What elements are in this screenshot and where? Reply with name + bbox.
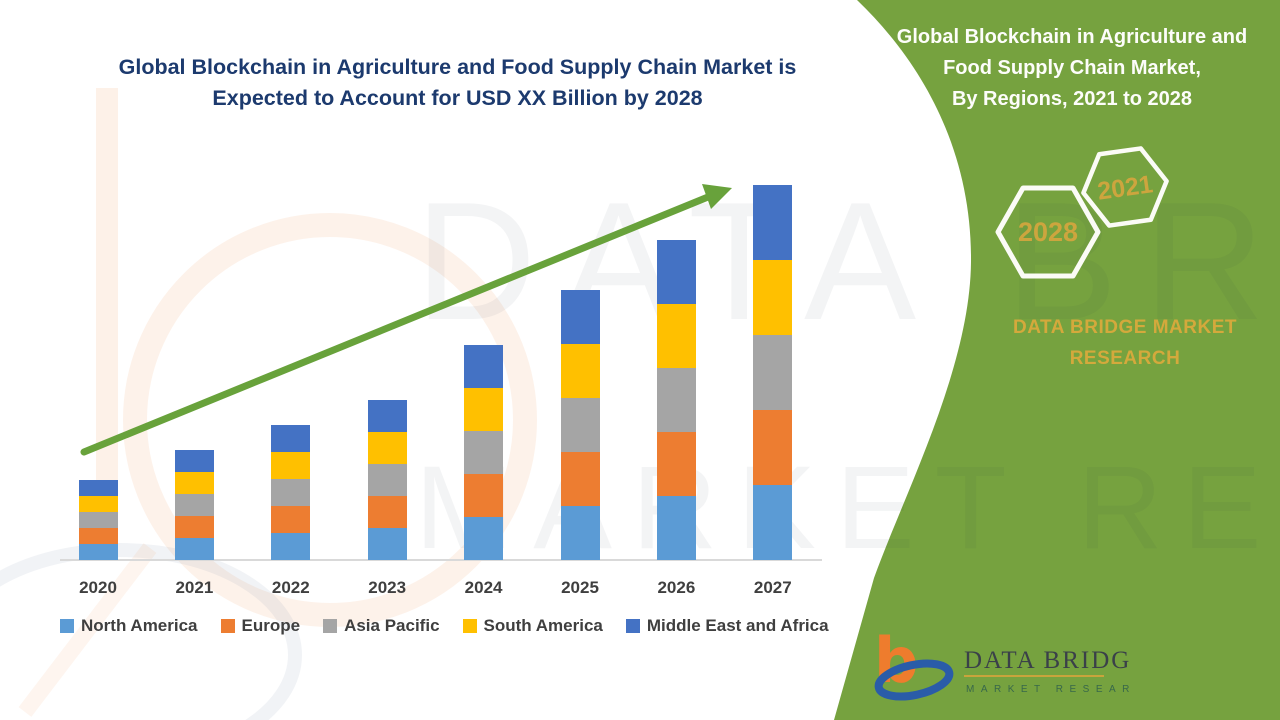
segment-middle-east-and-africa-2027 bbox=[753, 185, 793, 260]
bar-2024 bbox=[464, 345, 504, 560]
bar-2027 bbox=[753, 185, 793, 560]
x-axis-label-2024: 2024 bbox=[464, 578, 503, 597]
chart-headline: Global Blockchain in Agriculture and Foo… bbox=[35, 52, 880, 114]
segment-europe-2025 bbox=[560, 452, 600, 506]
x-axis-label-2025: 2025 bbox=[561, 578, 599, 597]
segment-asia-pacific-2020 bbox=[78, 512, 118, 528]
segment-middle-east-and-africa-2026 bbox=[656, 240, 696, 304]
segment-asia-pacific-2023 bbox=[367, 464, 407, 496]
logo-subtext: MARKET RESEARCH bbox=[966, 684, 1132, 695]
segment-south-america-2022 bbox=[271, 452, 311, 479]
legend-swatch-icon bbox=[462, 619, 477, 633]
hexagon-2021-label: 2021 bbox=[1096, 170, 1155, 205]
legend-label: Europe bbox=[241, 616, 301, 635]
logo-swoosh-icon bbox=[874, 659, 954, 701]
footer-logo: b DATA BRIDGE MARKET RESEARCH bbox=[872, 618, 1157, 708]
segment-asia-pacific-2024 bbox=[464, 431, 504, 474]
legend-label: Middle East and Africa bbox=[646, 616, 829, 635]
bar-2023 bbox=[367, 400, 407, 560]
hexagon-2021-outline bbox=[1081, 146, 1169, 228]
segment-south-america-2027 bbox=[753, 260, 793, 335]
x-axis-label-2020: 2020 bbox=[79, 578, 117, 597]
segment-europe-2024 bbox=[464, 474, 504, 517]
segment-europe-2026 bbox=[656, 432, 696, 496]
segment-middle-east-and-africa-2025 bbox=[560, 290, 600, 344]
x-axis-label-2023: 2023 bbox=[368, 578, 407, 597]
panel-title-line3: By Regions, 2021 to 2028 bbox=[951, 88, 1193, 110]
panel-brand-text: DATA BRIDGE MARKET RESEARCH bbox=[965, 312, 1280, 374]
segment-south-america-2023 bbox=[367, 432, 407, 464]
legend-label: North America bbox=[81, 616, 198, 635]
panel-title: Global Blockchain in Agriculture and Foo… bbox=[872, 22, 1272, 115]
hexagon-2028: 2028 bbox=[995, 185, 1101, 279]
x-axis-label-2021: 2021 bbox=[175, 578, 214, 597]
segment-europe-2021 bbox=[174, 516, 214, 538]
legend-swatch-icon bbox=[220, 619, 235, 633]
hexagon-2028-label: 2028 bbox=[1018, 217, 1078, 247]
segment-middle-east-and-africa-2020 bbox=[78, 480, 118, 496]
segment-south-america-2026 bbox=[656, 304, 696, 368]
segment-middle-east-and-africa-2022 bbox=[271, 425, 311, 452]
segment-middle-east-and-africa-2023 bbox=[367, 400, 407, 432]
panel-title-line2: Food Supply Chain Market, bbox=[943, 57, 1201, 79]
hexagon-2021: 2021 bbox=[1081, 146, 1169, 228]
segment-north-america-2025 bbox=[560, 506, 600, 560]
x-axis-line bbox=[60, 559, 822, 561]
legend-item-middle-east-and-africa: Middle East and Africa bbox=[625, 616, 829, 636]
panel-brand-line2: RESEARCH bbox=[1069, 348, 1181, 369]
legend-label: Asia Pacific bbox=[344, 616, 440, 635]
panel-title-line1: Global Blockchain in Agriculture and bbox=[896, 26, 1248, 48]
segment-north-america-2021 bbox=[174, 538, 214, 560]
segment-asia-pacific-2025 bbox=[560, 398, 600, 452]
logo-wordmark: DATA BRIDGE bbox=[964, 647, 1132, 674]
segment-europe-2027 bbox=[753, 410, 793, 485]
segment-asia-pacific-2021 bbox=[174, 494, 214, 516]
segment-south-america-2024 bbox=[464, 388, 504, 431]
panel-brand-line1: DATA BRIDGE MARKET bbox=[1013, 317, 1237, 338]
chart-headline-line1: Global Blockchain in Agriculture and Foo… bbox=[118, 55, 797, 79]
segment-asia-pacific-2026 bbox=[656, 368, 696, 432]
legend-swatch-icon bbox=[60, 619, 74, 633]
segment-south-america-2021 bbox=[174, 472, 214, 494]
legend-swatch-icon bbox=[323, 619, 338, 633]
segment-north-america-2023 bbox=[367, 528, 407, 560]
legend-label: South America bbox=[483, 616, 603, 635]
chart-headline-line2: Expected to Account for USD XX Billion b… bbox=[212, 86, 703, 110]
segment-europe-2020 bbox=[78, 528, 118, 544]
segment-europe-2023 bbox=[367, 496, 407, 528]
legend-item-europe: Europe bbox=[220, 616, 301, 636]
legend-swatch-icon bbox=[625, 619, 640, 633]
segment-south-america-2025 bbox=[560, 344, 600, 398]
segment-north-america-2027 bbox=[753, 485, 793, 560]
segment-europe-2022 bbox=[271, 506, 311, 533]
bar-2021 bbox=[174, 450, 214, 560]
segment-north-america-2026 bbox=[656, 496, 696, 560]
hexagon-2028-outline bbox=[995, 185, 1101, 279]
x-axis-label-2026: 2026 bbox=[657, 578, 696, 597]
bar-2026 bbox=[656, 240, 696, 560]
segment-asia-pacific-2022 bbox=[271, 479, 311, 506]
chart-legend: North America Europe Asia Pacific South Ame… bbox=[60, 616, 829, 636]
segment-middle-east-and-africa-2024 bbox=[464, 345, 504, 388]
bar-2025 bbox=[560, 290, 600, 560]
segment-south-america-2020 bbox=[78, 496, 118, 512]
legend-item-asia-pacific: Asia Pacific bbox=[323, 616, 440, 636]
segment-north-america-2024 bbox=[464, 517, 504, 560]
x-axis-label-2027: 2027 bbox=[753, 578, 792, 597]
bar-2022 bbox=[271, 425, 311, 560]
segment-north-america-2020 bbox=[78, 544, 118, 560]
watermark-text-line2: MARKET RESEARCH bbox=[415, 442, 1280, 574]
footer-logo-graphic: b DATA BRIDGE MARKET RESEARCH bbox=[874, 624, 1157, 701]
segment-north-america-2022 bbox=[271, 533, 311, 560]
legend-item-north-america: North America bbox=[60, 616, 198, 636]
segment-asia-pacific-2027 bbox=[753, 335, 793, 410]
legend-item-south-america: South America bbox=[462, 616, 603, 636]
bar-2020 bbox=[78, 480, 118, 560]
segment-middle-east-and-africa-2021 bbox=[174, 450, 214, 472]
hexagon-badges: 2021 2028 bbox=[995, 146, 1169, 279]
x-axis-label-2022: 2022 bbox=[271, 578, 310, 597]
